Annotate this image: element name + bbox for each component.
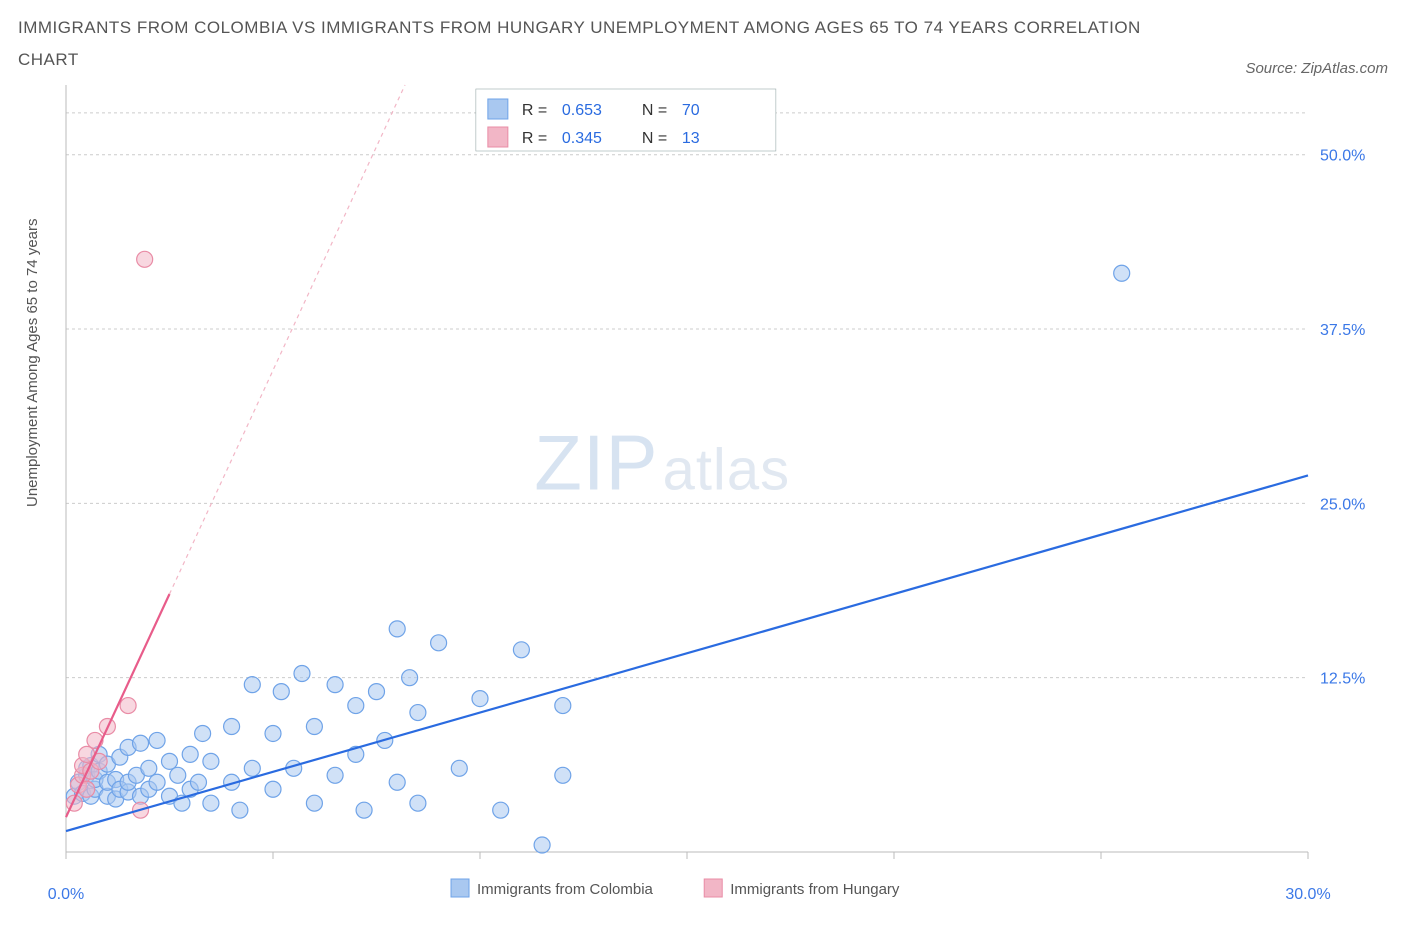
svg-text:ZIPatlas: ZIPatlas	[534, 418, 790, 506]
svg-text:37.5%: 37.5%	[1320, 322, 1365, 339]
svg-text:Immigrants from Colombia: Immigrants from Colombia	[477, 881, 654, 898]
chart-container: Unemployment Among Ages 65 to 74 years 0…	[18, 77, 1388, 907]
svg-text:0.345: 0.345	[562, 130, 602, 147]
svg-text:N =: N =	[642, 102, 667, 119]
header-row: IMMIGRANTS FROM COLOMBIA VS IMMIGRANTS F…	[18, 12, 1388, 77]
svg-text:50.0%: 50.0%	[1320, 147, 1365, 164]
chart-title: IMMIGRANTS FROM COLOMBIA VS IMMIGRANTS F…	[18, 12, 1168, 77]
svg-text:12.5%: 12.5%	[1320, 670, 1365, 687]
svg-text:N =: N =	[642, 130, 667, 147]
svg-text:25.0%: 25.0%	[1320, 496, 1365, 513]
svg-text:Immigrants from Hungary: Immigrants from Hungary	[730, 881, 900, 898]
svg-text:0.653: 0.653	[562, 102, 602, 119]
y-axis-label: Unemployment Among Ages 65 to 74 years	[24, 218, 41, 507]
svg-text:R =: R =	[522, 102, 547, 119]
svg-text:0.0%: 0.0%	[48, 886, 84, 903]
scatter-chart: 0.0% 30.0% 12.5% 25.0% 37.5% 50.0% ZIPatlas R =…	[18, 77, 1388, 907]
svg-text:R =: R =	[522, 130, 547, 147]
svg-text:30.0%: 30.0%	[1285, 886, 1330, 903]
svg-text:13: 13	[682, 130, 700, 147]
source-credit: Source: ZipAtlas.com	[1245, 60, 1388, 77]
svg-text:70: 70	[682, 102, 700, 119]
